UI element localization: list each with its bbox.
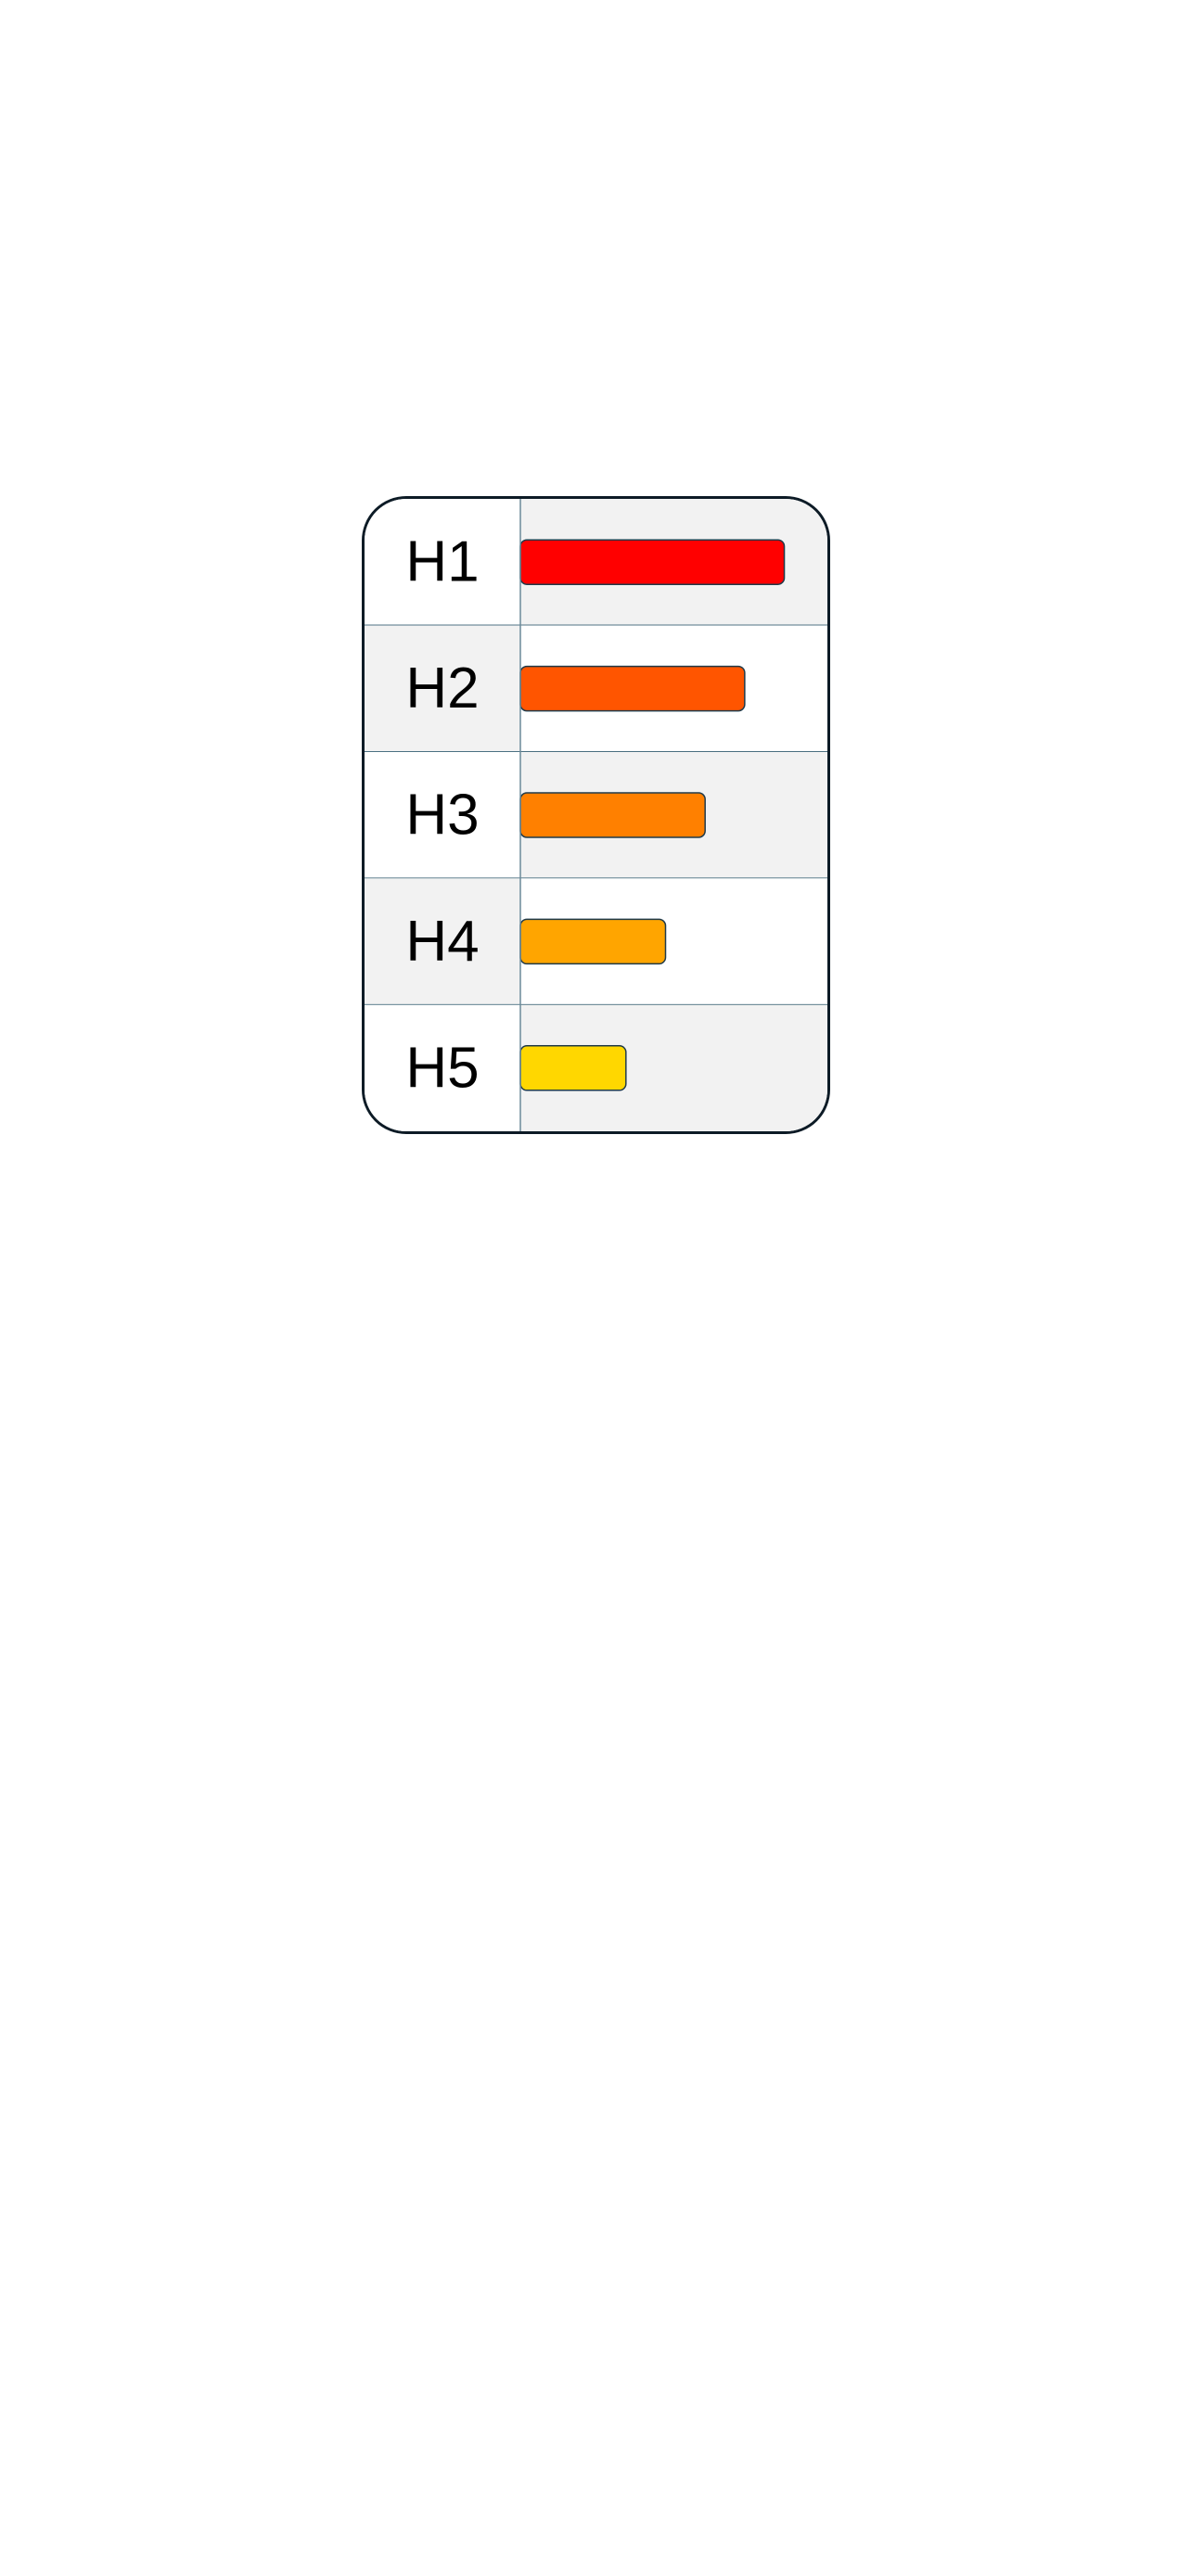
row-label-cell <box>365 499 520 626</box>
bar <box>519 1045 627 1091</box>
row-label-cell <box>365 625 520 752</box>
category-label: H3 <box>405 784 479 848</box>
bar <box>519 539 786 585</box>
category-label: H5 <box>405 1036 479 1100</box>
chart-card: H1 H2 H3 H4 H5 <box>362 496 830 1134</box>
row-label-cell <box>365 1004 520 1131</box>
bar <box>519 918 667 965</box>
row-label-cell <box>365 751 520 879</box>
category-label: H4 <box>405 910 479 974</box>
category-label: H1 <box>405 530 479 594</box>
row-label-cell <box>365 878 520 1005</box>
bar <box>519 792 706 838</box>
bar <box>519 665 746 712</box>
category-label: H2 <box>405 657 479 721</box>
horizontal-bar-chart: H1 H2 H3 H4 H5 <box>365 499 827 1131</box>
